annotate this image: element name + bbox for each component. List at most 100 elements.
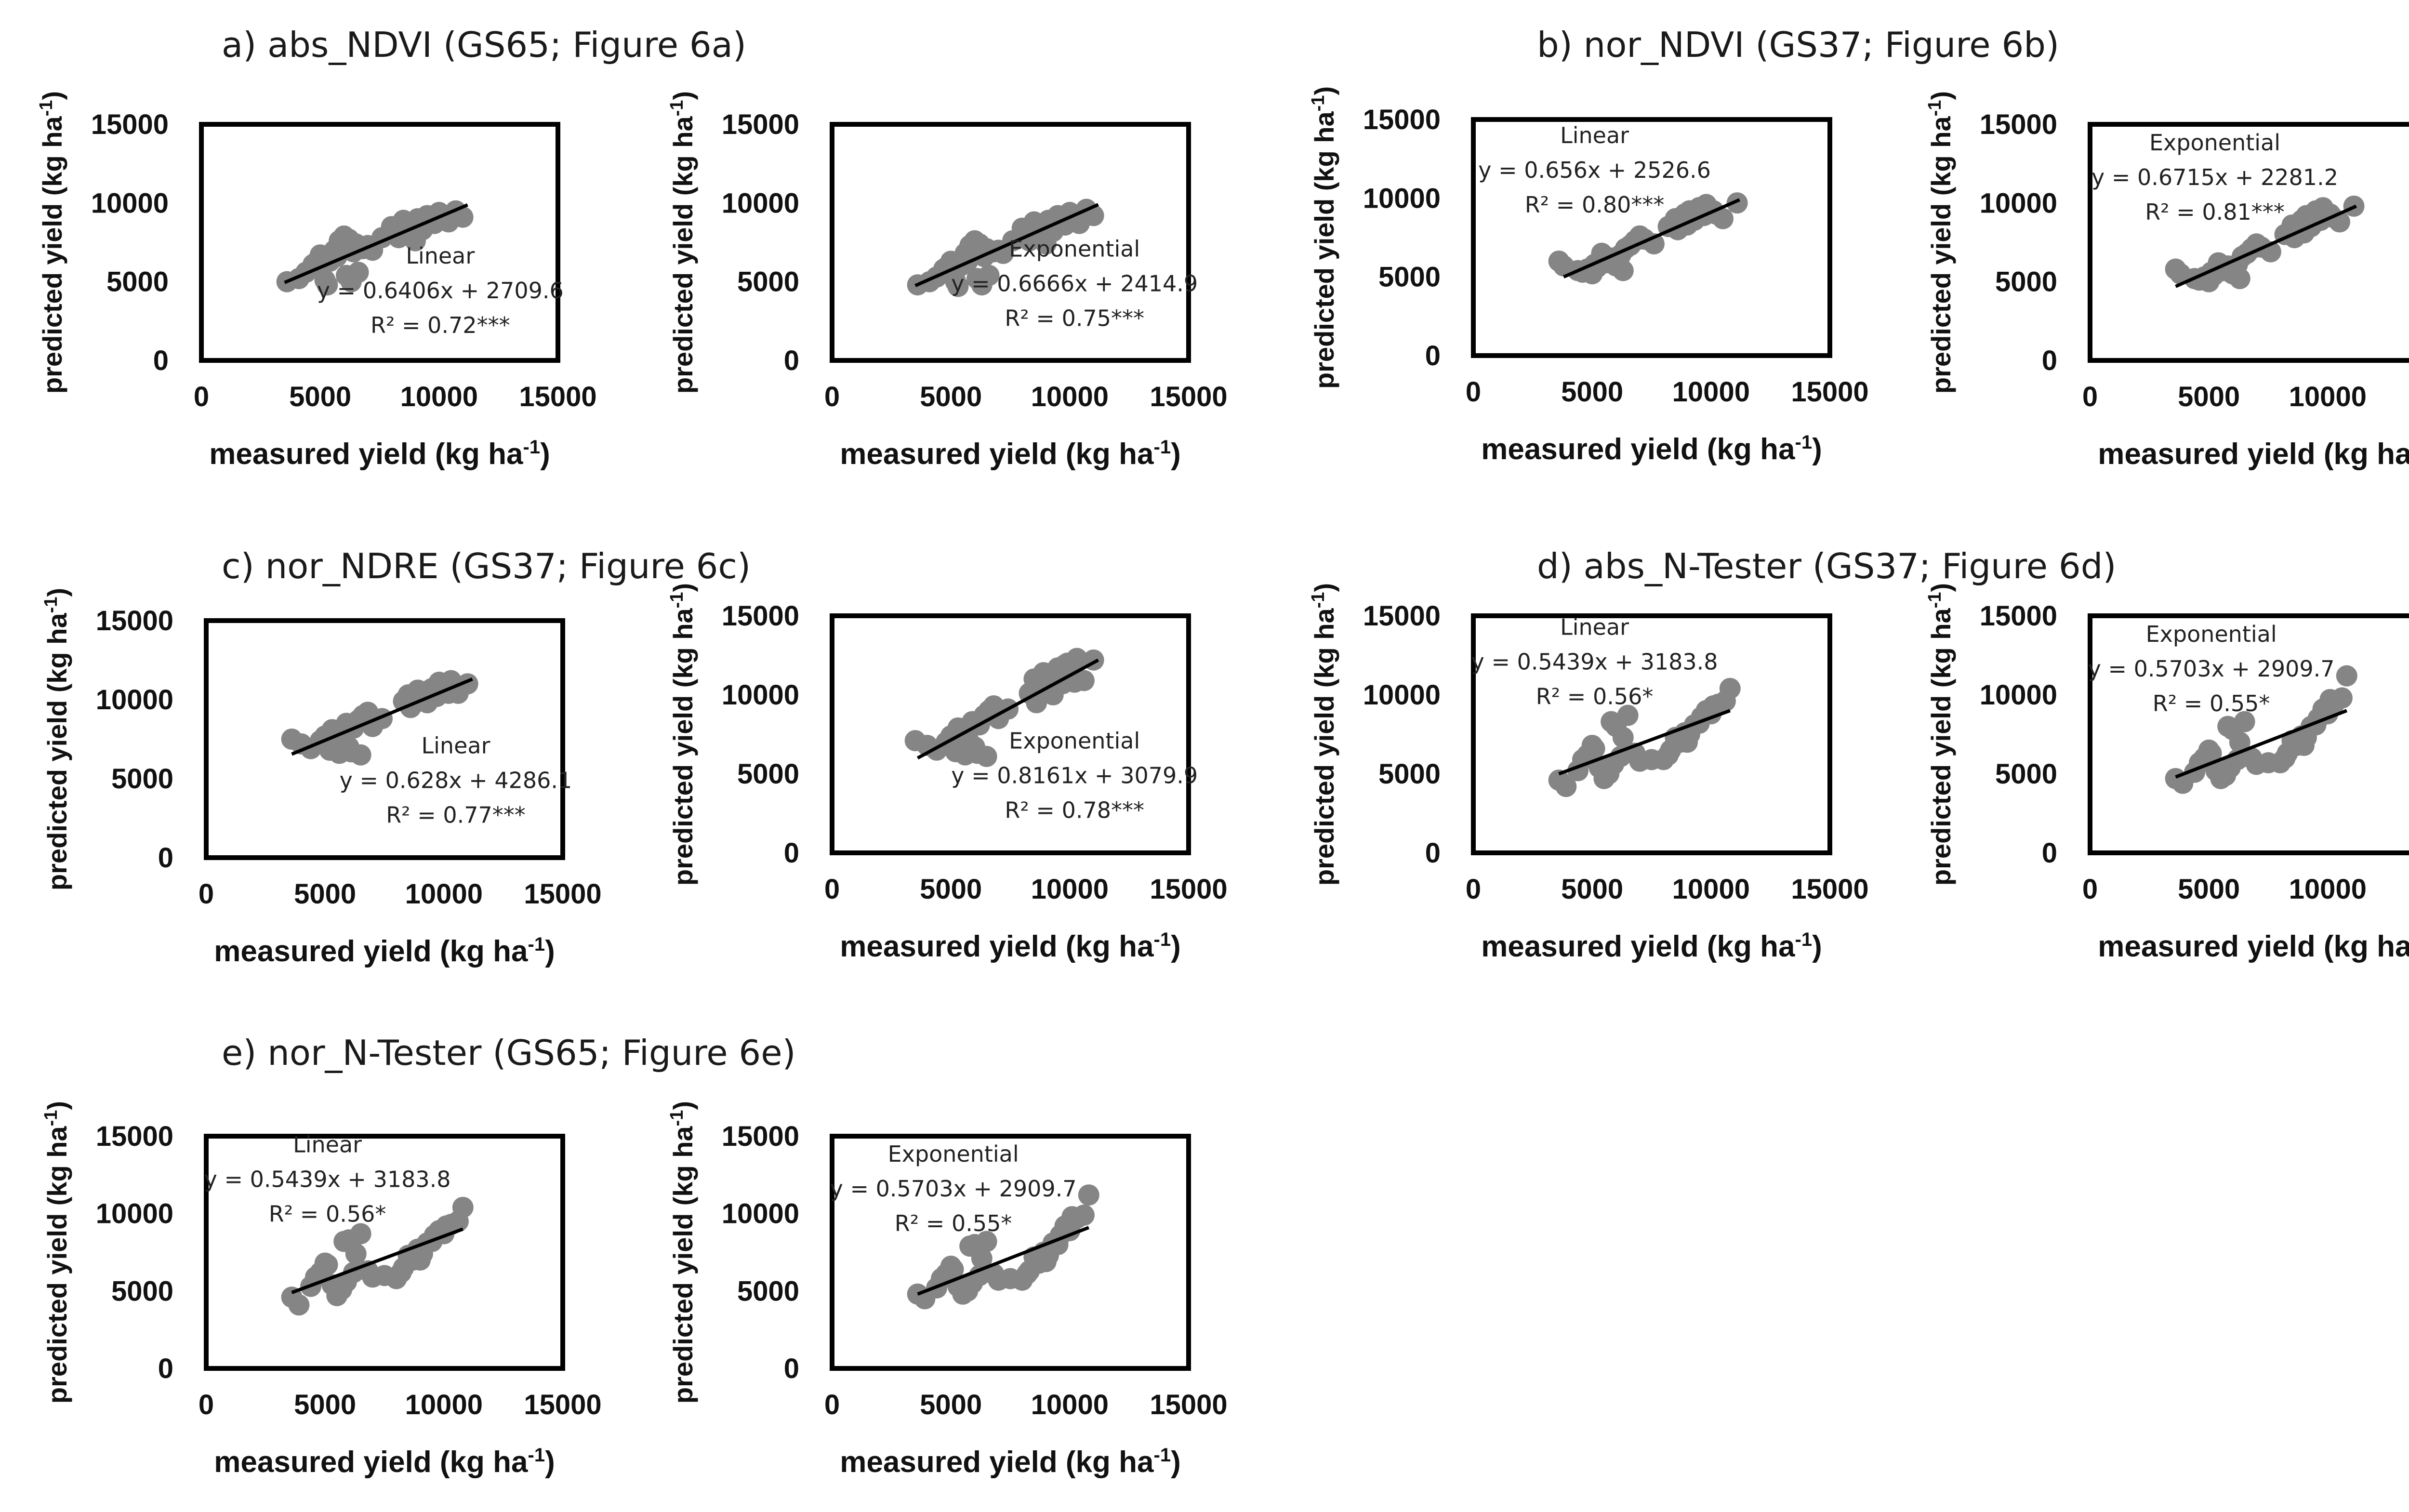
data-point xyxy=(976,745,997,767)
y-tick-label: 5000 xyxy=(1995,758,2057,790)
y-tick-label: 5000 xyxy=(737,758,799,790)
trendline xyxy=(1563,198,1740,279)
scatter-panel: 0 5000 10000 15000 0 5000 10000 15000 measured y… xyxy=(1308,583,1869,963)
r2-label: R² = 0.55* xyxy=(2153,690,2270,716)
y-axis-label-sup: -1 xyxy=(667,1110,687,1127)
x-tick-label: 0 xyxy=(199,878,214,910)
x-tick-label: 0 xyxy=(824,381,840,412)
y-tick-label: 0 xyxy=(1425,837,1441,869)
x-tick-label: 5000 xyxy=(294,1389,356,1420)
plot-frame xyxy=(204,1134,565,1371)
data-point xyxy=(2319,689,2341,710)
y-tick-label: 15000 xyxy=(1363,600,1441,632)
data-point xyxy=(2336,665,2357,687)
y-axis-label-sup: -1 xyxy=(1308,95,1328,112)
y-axis-label-close: ) xyxy=(668,91,698,100)
data-point xyxy=(1000,1268,1021,1289)
y-axis-label-close: ) xyxy=(668,583,698,592)
data-point xyxy=(1719,677,1741,699)
data-point xyxy=(350,1223,371,1245)
y-axis-label-text: predicted yield (kg ha xyxy=(37,116,67,394)
trendline xyxy=(917,1226,1090,1296)
y-tick-label: 0 xyxy=(153,345,169,376)
trendline xyxy=(914,203,1099,288)
x-axis-label-text: measured yield (kg ha xyxy=(209,438,523,471)
x-tick-label: 0 xyxy=(1466,376,1481,408)
r2-label: R² = 0.75*** xyxy=(1005,305,1144,331)
y-axis-label-text: predicted yield (kg ha xyxy=(1926,116,1956,394)
y-axis-label-text: predicted yield (kg ha xyxy=(1309,608,1339,886)
equation-label: y = 0.6666x + 2414.9 xyxy=(951,270,1198,296)
x-axis-label-sup: -1 xyxy=(523,437,541,458)
y-axis-label-close: ) xyxy=(37,91,67,100)
scatter-panel: 0 5000 10000 15000 0 5000 10000 15000 measured y… xyxy=(667,1101,1228,1479)
x-axis-label-sup: -1 xyxy=(1795,432,1813,453)
x-tick-label: 10000 xyxy=(405,1389,483,1420)
trendline xyxy=(2175,709,2348,779)
y-tick-label: 15000 xyxy=(1980,109,2057,140)
data-point xyxy=(1612,260,1634,281)
data-point xyxy=(1677,731,1698,753)
data-point xyxy=(1617,704,1639,726)
y-axis-label-text: predicted yield (kg ha xyxy=(1926,608,1956,886)
equation-label: y = 0.5703x + 2909.7 xyxy=(2088,656,2335,682)
plot-frame xyxy=(830,1134,1191,1371)
x-tick-label: 15000 xyxy=(524,878,601,910)
y-tick-label: 5000 xyxy=(111,1275,173,1307)
data-point xyxy=(1584,738,1605,759)
x-tick-label: 5000 xyxy=(920,1389,982,1420)
y-tick-label: 10000 xyxy=(722,187,799,219)
y-tick-label: 10000 xyxy=(1980,679,2057,711)
scatter-panel: 0 5000 10000 15000 0 5000 10000 15000 measured y… xyxy=(1925,91,2409,471)
x-tick-label: 5000 xyxy=(294,878,356,910)
data-point xyxy=(2217,716,2239,737)
x-axis-label-text: measured yield (kg ha xyxy=(840,1446,1154,1479)
data-point xyxy=(347,262,369,283)
x-tick-label: 5000 xyxy=(2178,874,2240,905)
equation-label: y = 0.8161x + 3079.9 xyxy=(951,763,1198,789)
x-axis-label-text: measured yield (kg ha xyxy=(2098,930,2409,963)
data-point xyxy=(452,1196,474,1218)
y-axis-label-sup: -1 xyxy=(36,100,56,117)
equation-label: y = 0.656x + 2526.6 xyxy=(1478,157,1711,183)
data-point xyxy=(971,1247,993,1269)
data-point xyxy=(1555,776,1577,797)
y-axis-label-sup: -1 xyxy=(1925,100,1945,117)
y-axis-label: predicted yield (kg ha-1) xyxy=(36,91,67,394)
data-point xyxy=(1601,711,1622,732)
y-axis-label: predicted yield (kg ha-1) xyxy=(1925,91,1956,394)
y-tick-label: 10000 xyxy=(96,1198,173,1230)
y-axis-label-text: predicted yield (kg ha xyxy=(668,608,698,886)
data-point xyxy=(374,1265,395,1287)
data-point xyxy=(345,1243,367,1265)
r2-label: R² = 0.80*** xyxy=(1525,192,1665,218)
model-label: Linear xyxy=(293,1132,362,1158)
y-axis-label-sup: -1 xyxy=(41,597,61,613)
y-axis-label-sup: -1 xyxy=(1925,592,1945,609)
y-axis-label-text: predicted yield (kg ha xyxy=(1309,111,1339,389)
r2-label: R² = 0.56* xyxy=(269,1201,386,1227)
x-axis-label-sup: -1 xyxy=(528,934,545,955)
y-tick-label: 10000 xyxy=(1363,183,1441,214)
model-label: Exponential xyxy=(888,1141,1019,1167)
data-point xyxy=(1035,1251,1057,1273)
scatter-panel: 0 5000 10000 15000 0 5000 10000 15000 measured y… xyxy=(36,91,597,471)
model-label: Linear xyxy=(422,733,490,759)
plot-frame xyxy=(830,613,1191,855)
y-axis-label-close: ) xyxy=(42,588,72,597)
x-tick-label: 10000 xyxy=(2289,874,2367,905)
x-tick-label: 10000 xyxy=(1672,376,1750,408)
x-tick-label: 10000 xyxy=(1031,874,1109,905)
y-tick-label: 10000 xyxy=(722,679,799,711)
data-point xyxy=(947,276,969,297)
x-axis-label: measured yield (kg ha-1) xyxy=(2098,929,2409,963)
x-tick-label: 15000 xyxy=(2408,381,2409,412)
equation-label: y = 0.5439x + 3183.8 xyxy=(204,1167,451,1193)
data-point xyxy=(410,1249,431,1271)
x-tick-label: 15000 xyxy=(524,1389,601,1420)
plot-frame xyxy=(1471,117,1832,358)
model-label: Exponential xyxy=(1009,236,1140,262)
x-tick-label: 5000 xyxy=(1561,376,1623,408)
data-point xyxy=(457,673,478,695)
